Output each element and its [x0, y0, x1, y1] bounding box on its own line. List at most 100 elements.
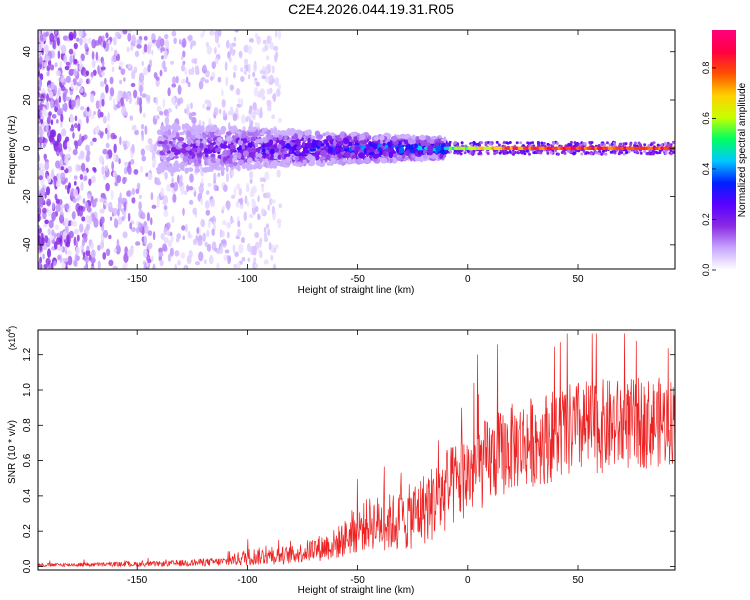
spectrogram-cell — [80, 181, 84, 192]
spectrogram-cell — [270, 154, 274, 159]
spectrogram-cell — [105, 142, 110, 149]
spectrogram-cell — [64, 203, 70, 210]
spectrogram-cell — [233, 71, 236, 79]
spectrogram-cell — [184, 67, 188, 76]
spectrogram-cell — [156, 115, 160, 120]
spectrogram-cell — [352, 158, 356, 164]
spectrogram-cell — [231, 42, 237, 47]
spectrogram-cell — [45, 186, 51, 196]
spectrogram-cell — [222, 116, 228, 121]
spectrogram-cell — [46, 65, 51, 72]
spectrogram-cell — [231, 170, 235, 177]
spectrogram-cell — [226, 39, 230, 49]
spectrogram-cell — [222, 219, 227, 226]
spectrogram-cell — [57, 87, 61, 97]
spectrogram-cell — [141, 93, 147, 98]
spectrogram-cell — [170, 133, 177, 138]
spectrogram-cell — [80, 135, 85, 142]
spectrogram-cell — [454, 141, 458, 145]
colorbar-tick-label: 0.4 — [701, 163, 711, 176]
spectrogram-cell — [181, 143, 189, 148]
spectrogram-cell — [177, 84, 182, 95]
spectrogram-cell — [60, 77, 65, 83]
spectrogram-cell — [189, 199, 194, 205]
spectrogram-cell — [45, 31, 49, 37]
spectrogram-cell — [102, 148, 108, 155]
spectrogram-cell — [119, 136, 122, 146]
spectrogram-cell — [41, 207, 47, 214]
spectrogram-cell — [138, 72, 145, 83]
spectrogram-cell — [50, 262, 54, 269]
spectrogram-cell — [156, 39, 161, 49]
spectrogram-cell — [271, 199, 276, 204]
spectrogram-cell — [216, 136, 223, 143]
spectrogram-cell — [57, 50, 61, 60]
spectrogram-cell — [220, 168, 225, 177]
spectrogram-cell — [83, 265, 88, 269]
spectrogram-cell — [285, 142, 291, 149]
spectrogram-cell — [136, 43, 142, 49]
spectrogram-cell — [523, 152, 527, 156]
spectrogram-cell — [139, 86, 143, 97]
spectrogram-cell — [116, 174, 122, 184]
spectrogram-cell — [86, 115, 89, 124]
spectrogram-cell — [629, 142, 633, 146]
spectrogram-cell — [241, 145, 246, 150]
spectrogram-cell — [116, 53, 120, 62]
spectrogram-cell — [223, 141, 228, 145]
spectrogram-cell — [174, 263, 178, 269]
spectrogram-cell — [406, 149, 410, 156]
y-tick-label: 40 — [22, 46, 33, 58]
spectrogram-cell — [327, 146, 334, 154]
spectrogram-cell — [94, 126, 100, 134]
spectrogram-cell — [227, 145, 231, 149]
spectrogram-cell — [50, 98, 54, 109]
spectrogram-cell — [191, 40, 197, 47]
spectrogram-cell — [59, 158, 64, 167]
spectrogram-cell — [64, 249, 68, 255]
spectrogram-cell — [125, 93, 129, 102]
spectrogram-cell — [267, 204, 270, 211]
spectrogram-cell — [65, 177, 68, 183]
spectrogram-cell — [110, 46, 114, 52]
spectrogram-cell — [90, 71, 94, 78]
spectrogram-cell — [62, 104, 66, 111]
spectrogram-cell — [150, 192, 154, 201]
spectrogram-cell — [563, 151, 567, 155]
spectrogram-cell — [508, 140, 512, 144]
spectrogram-cell — [343, 137, 349, 145]
spectrogram-cell — [276, 169, 281, 178]
spectrogram-cell — [528, 144, 532, 148]
spectrogram-cell — [104, 77, 107, 85]
spectrogram-cell — [622, 142, 626, 146]
spectrogram-cell — [100, 239, 105, 250]
y-tick-label: 0.6 — [22, 453, 33, 467]
spectrogram-cell — [225, 131, 232, 136]
spectrogram-cell — [105, 153, 109, 160]
spectrogram-cell — [163, 66, 168, 73]
spectrogram-cell — [142, 112, 146, 118]
spectrogram-cell — [439, 153, 444, 160]
spectrogram-cell — [223, 184, 228, 192]
spectrogram-cell — [385, 148, 390, 152]
spectrogram-cell — [244, 195, 248, 205]
spectrogram-cell — [484, 143, 488, 147]
spectrogram-cell — [224, 249, 230, 254]
spectrogram-cell — [55, 180, 61, 188]
spectrogram-cell — [91, 51, 95, 60]
spectrogram-cell — [525, 149, 529, 153]
spectrogram-cell — [55, 203, 61, 213]
spectrogram-cell — [86, 150, 91, 157]
spectrogram-cell — [162, 146, 168, 153]
spectrogram-cell — [159, 164, 167, 170]
spectrogram-cell — [185, 124, 189, 130]
spectrogram-cell — [253, 257, 257, 264]
spectrogram-cell — [204, 152, 209, 158]
spectrogram-cell — [64, 217, 69, 227]
colorbar-swatch — [712, 30, 736, 270]
spectrogram-cell — [232, 244, 236, 253]
snr-panel: -150 -100 -50 0 50 0.0 0.2 0.4 0.6 0.8 1.0 1.2 Hei… — [6, 326, 676, 596]
spectrogram-cell — [86, 223, 91, 231]
spectrogram-cell — [250, 136, 256, 142]
spectrogram-cell — [181, 225, 186, 231]
